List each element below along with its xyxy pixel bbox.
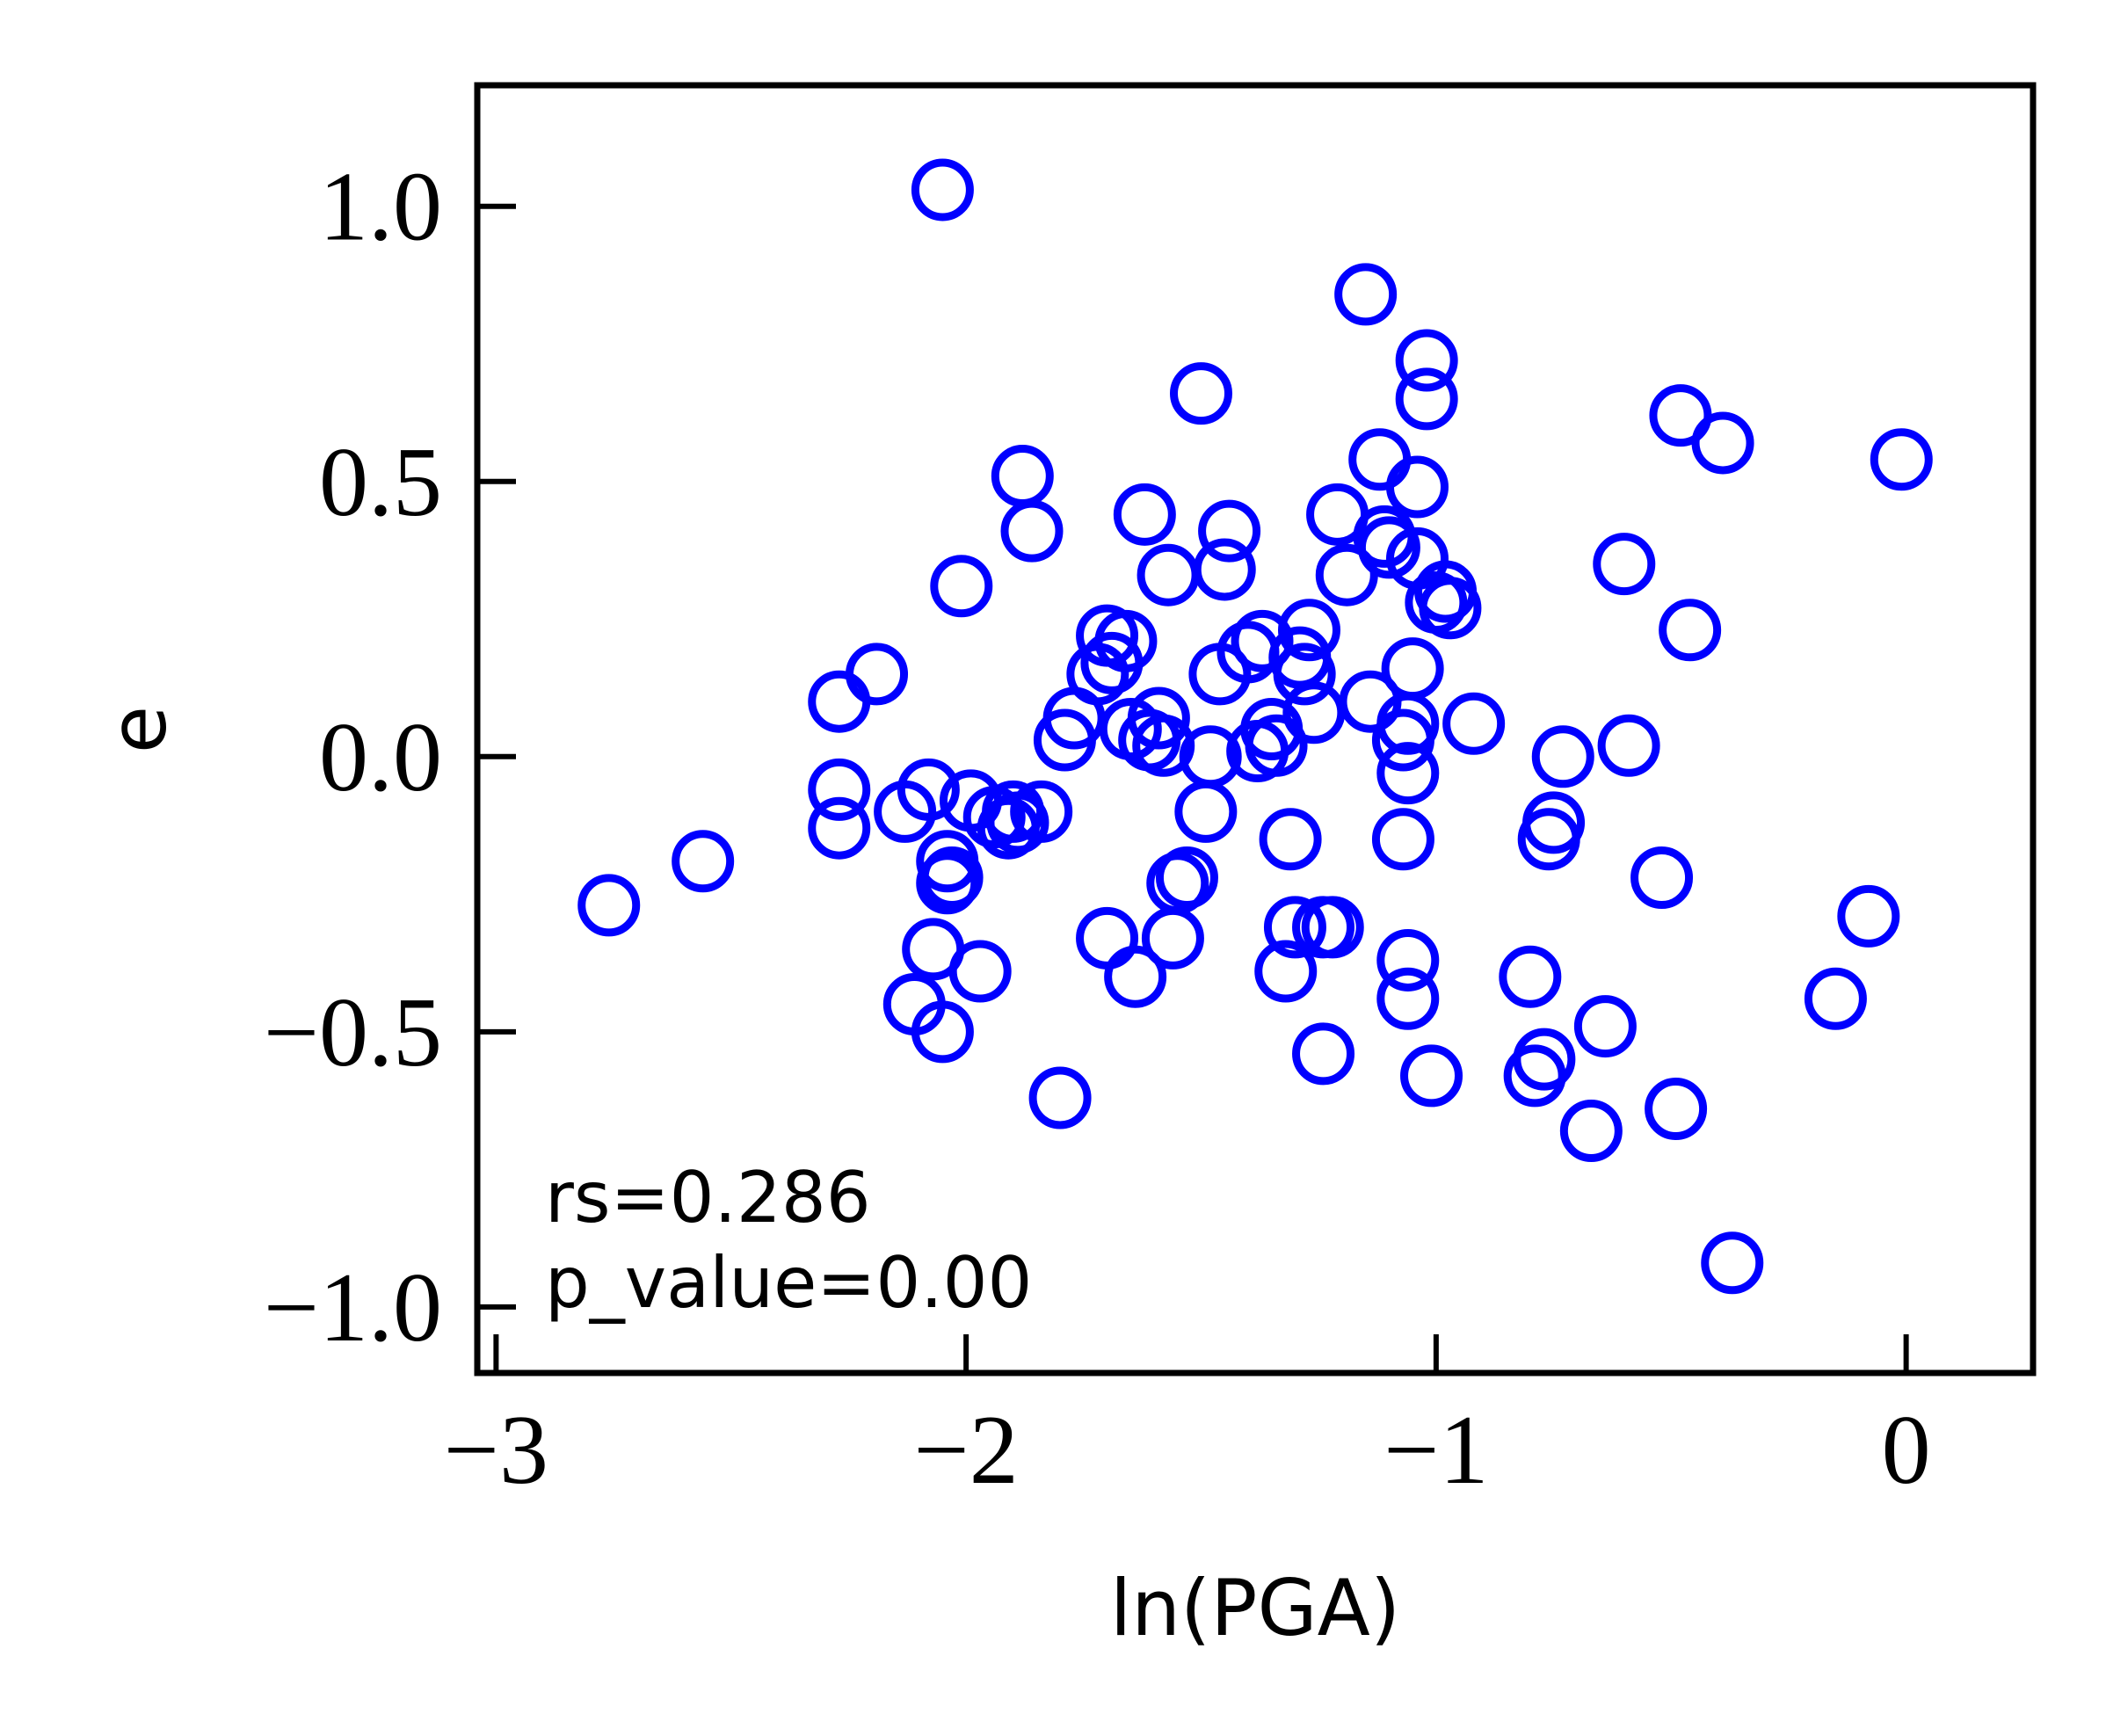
data-point <box>1231 609 1294 672</box>
data-point <box>808 758 871 821</box>
data-point <box>1804 967 1867 1030</box>
data-point <box>1254 940 1318 1003</box>
data-point <box>1010 780 1073 843</box>
data-point <box>1198 499 1261 563</box>
data-point <box>672 830 735 893</box>
data-point <box>1442 692 1506 755</box>
y-tick-label: −0.5 <box>264 978 442 1087</box>
x-tick-label: 0 <box>1882 1396 1931 1505</box>
data-point <box>991 445 1054 508</box>
data-point <box>1357 516 1420 579</box>
data-point <box>1649 384 1712 447</box>
data-point <box>911 158 974 222</box>
data-point <box>1376 928 1440 991</box>
data-point <box>1371 808 1434 871</box>
x-tick-label: −1 <box>1383 1396 1488 1505</box>
y-tick-label: 0.5 <box>319 428 442 537</box>
data-point <box>846 643 909 706</box>
data-point <box>808 796 871 860</box>
x-axis-label: ln(PGA) <box>1110 1563 1400 1653</box>
annotation-rs: rs=0.286 <box>545 1157 871 1238</box>
data-point <box>1395 367 1458 431</box>
data-point <box>1499 945 1562 1008</box>
data-point <box>1531 725 1594 788</box>
data-point <box>920 846 984 910</box>
data-point <box>1376 742 1440 805</box>
data-point <box>1094 609 1158 672</box>
data-point <box>1837 884 1900 948</box>
data-point <box>1315 543 1378 607</box>
data-point <box>1559 1100 1623 1163</box>
data-point <box>1259 808 1322 871</box>
data-point <box>1245 714 1308 777</box>
data-point <box>1395 329 1458 392</box>
axis-ticks: −3 −2 −1 0 −1.0 −0.5 0.0 0.5 1.0 <box>264 153 1931 1505</box>
data-point <box>1376 967 1440 1030</box>
y-tick-label: 1.0 <box>319 153 442 262</box>
data-point <box>1870 428 1933 491</box>
data-point <box>1174 780 1238 843</box>
data-point <box>1400 1044 1463 1108</box>
data-point <box>1659 599 1722 662</box>
data-point <box>1028 1066 1092 1129</box>
plot-frame <box>474 82 2037 1376</box>
data-point <box>1170 362 1233 425</box>
data-point <box>1113 483 1176 546</box>
x-tick-label: −2 <box>914 1396 1019 1505</box>
annotation-p-value: p_value=0.00 <box>545 1242 1032 1324</box>
data-point <box>1127 686 1190 750</box>
data-point <box>1385 455 1449 519</box>
data-point <box>1301 896 1364 959</box>
data-point <box>1277 599 1340 662</box>
data-point <box>911 1000 974 1064</box>
data-point <box>897 758 960 821</box>
data-point <box>1593 533 1656 596</box>
data-point <box>1630 846 1694 910</box>
data-point <box>948 940 1012 1003</box>
data-point <box>930 555 993 618</box>
data-point <box>1522 791 1586 854</box>
data-point <box>1701 1231 1764 1295</box>
data-point <box>808 670 871 733</box>
y-tick-label: 0.0 <box>319 703 442 812</box>
data-point <box>1132 714 1195 777</box>
data-point <box>1645 1077 1708 1140</box>
data-point <box>1381 637 1444 701</box>
data-point <box>1193 538 1256 601</box>
data-point <box>1179 725 1242 788</box>
data-point <box>1597 714 1660 777</box>
data-point <box>1104 945 1167 1008</box>
data-point <box>1263 896 1326 959</box>
y-axis-label: e <box>93 706 184 753</box>
data-point <box>1691 411 1754 475</box>
data-point <box>1292 1022 1355 1086</box>
data-point <box>1141 906 1204 970</box>
data-point <box>1334 263 1398 326</box>
y-tick-label: −1.0 <box>264 1253 442 1362</box>
x-tick-label: −3 <box>444 1396 548 1505</box>
data-point <box>1076 906 1139 970</box>
data-point <box>1155 846 1218 910</box>
data-point <box>1573 995 1637 1058</box>
data-point <box>916 852 979 915</box>
data-points <box>577 158 1933 1295</box>
data-point <box>1000 499 1064 563</box>
data-point <box>1273 643 1336 706</box>
data-point <box>1513 1028 1576 1091</box>
data-point <box>1419 577 1482 640</box>
data-point <box>577 874 641 937</box>
data-point <box>1348 428 1412 491</box>
data-point <box>1137 543 1200 607</box>
